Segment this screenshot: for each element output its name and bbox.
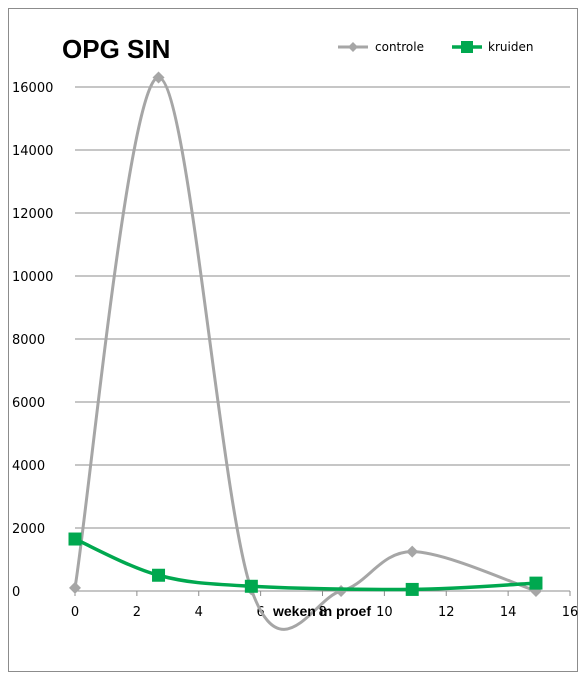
y-tick-label: 8000 [12, 333, 45, 348]
data-point-kruiden [152, 568, 166, 582]
x-tick-label: 10 [376, 605, 393, 620]
y-tick-label: 0 [12, 585, 20, 600]
data-point-controle [152, 71, 165, 84]
x-tick-label: 8 [318, 605, 326, 620]
data-point-controle [69, 581, 81, 594]
legend-marker [461, 41, 473, 53]
legend: controle kruiden [338, 40, 533, 54]
y-tick-label: 2000 [12, 522, 45, 537]
x-tick-label: 16 [562, 605, 579, 620]
y-tick-label: 12000 [12, 207, 53, 222]
data-point-kruiden [529, 576, 543, 590]
data-point-controle [406, 545, 419, 558]
legend-label: controle [375, 40, 424, 54]
series-line-kruiden [74, 537, 537, 592]
y-tick-label: 14000 [12, 144, 53, 159]
data-point-kruiden [68, 532, 82, 546]
y-tick-label: 10000 [12, 270, 53, 285]
y-tick-label: 16000 [12, 81, 53, 96]
chart-title: OPG SIN [62, 34, 170, 64]
series-line-controle [73, 76, 537, 631]
y-tick-label: 4000 [12, 459, 45, 474]
axis-layer: 0 2000 4000 6000 8000 10000 12000 14000 16000 0 2 4… [12, 81, 578, 620]
grid-layer [75, 86, 570, 529]
chart-frame [8, 8, 578, 672]
x-tick-label: 14 [500, 605, 517, 620]
series-layer [68, 71, 543, 631]
legend-label: kruiden [488, 40, 533, 54]
x-tick-label: 2 [133, 605, 141, 620]
x-tick-label: 12 [438, 605, 455, 620]
x-tick-label: 4 [195, 605, 203, 620]
data-point-kruiden [244, 579, 258, 593]
data-point-kruiden [405, 582, 419, 596]
y-tick-label: 6000 [12, 396, 45, 411]
x-tick-label: 0 [71, 605, 79, 620]
legend-marker [348, 42, 358, 52]
x-axis-label: weken in proef [272, 603, 371, 619]
